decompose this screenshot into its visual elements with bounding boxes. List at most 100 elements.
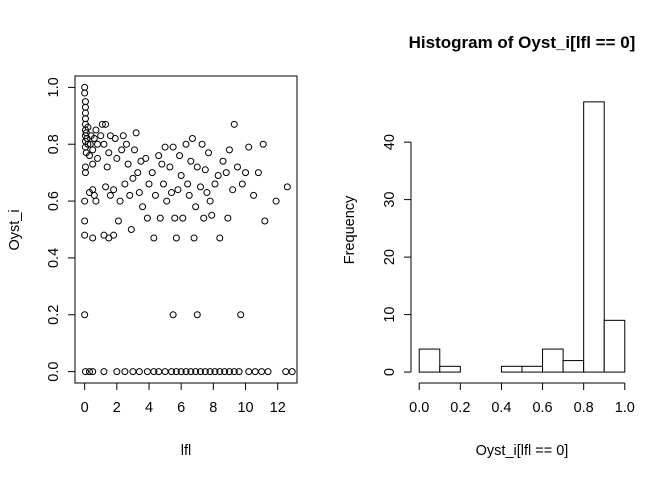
scatter-point [81, 368, 89, 376]
scatter-point [182, 368, 190, 376]
scatter-y-tick-label: 0.2 [46, 305, 62, 325]
histogram-x-axis: 0.0 0.2 0.4 0.6 0.8 1.0 [409, 382, 635, 416]
scatter-point [155, 152, 163, 160]
scatter-point [113, 368, 121, 376]
scatter-point [198, 140, 206, 148]
scatter-point [172, 234, 180, 242]
scatter-point [193, 163, 201, 171]
histogram-x-tick-label: 0.2 [450, 400, 470, 416]
scatter-point [254, 169, 262, 177]
scatter-point [211, 368, 219, 376]
scatter-point [245, 143, 253, 151]
scatter-y-axis-title: Oyst_i [7, 209, 23, 250]
scatter-point [129, 368, 137, 376]
scatter-point [81, 217, 89, 225]
histogram-bars [418, 101, 626, 373]
scatter-x-tick-label: 8 [209, 400, 217, 416]
scatter-point [205, 149, 213, 157]
scatter-point [114, 217, 122, 225]
scatter-point [242, 169, 250, 177]
scatter-point [237, 311, 245, 319]
scatter-point [264, 368, 272, 376]
scatter-point [124, 160, 132, 168]
scatter-point [85, 152, 93, 160]
scatter-point [238, 180, 246, 188]
scatter-point [174, 186, 182, 194]
scatter-point [139, 203, 147, 211]
scatter-point [230, 120, 238, 128]
scatter-point [150, 368, 158, 376]
scatter-point [81, 103, 89, 111]
scatter-point [168, 368, 176, 376]
scatter-x-tick-label: 12 [270, 400, 286, 416]
histogram-bar [542, 348, 564, 373]
scatter-point [216, 234, 224, 242]
scatter-point [132, 129, 140, 137]
scatter-point [89, 146, 97, 154]
scatter-y-tick-label: 1.0 [46, 77, 62, 97]
scatter-point [100, 140, 108, 148]
scatter-point [163, 197, 171, 205]
scatter-point [282, 368, 290, 376]
scatter-point [201, 368, 209, 376]
scatter-point [127, 226, 135, 233]
histogram-x-tick-label: 0.0 [409, 400, 429, 416]
scatter-point [134, 169, 142, 177]
scatter-point [84, 123, 92, 131]
scatter-point [102, 183, 110, 191]
scatter-point [158, 160, 166, 168]
scatter-point [92, 126, 100, 134]
scatter-point [121, 368, 129, 376]
scatter-point [81, 115, 89, 123]
histogram-x-tick-label: 0.8 [574, 400, 594, 416]
histogram-bar [562, 360, 585, 373]
scatter-point [169, 311, 177, 319]
scatter-point [113, 154, 121, 162]
histogram-y-tick-label: 20 [382, 249, 398, 265]
histogram-x-tick-label: 0.6 [532, 400, 552, 416]
histogram-bar [603, 319, 626, 373]
scatter-point [166, 163, 174, 171]
scatter-point [161, 368, 169, 376]
scatter-point [250, 191, 258, 199]
scatter-point [159, 180, 167, 188]
scatter-point [89, 234, 97, 242]
scatter-point [105, 149, 113, 157]
scatter-point [179, 214, 187, 222]
scatter-point [187, 157, 195, 165]
scatter-point [111, 135, 119, 143]
histogram-panel: Histogram of Oyst_i[lfl == 0] 0.0 0.2 0.4 0… [342, 33, 635, 459]
scatter-point [151, 191, 159, 199]
scatter-y-tick-label: 0.6 [46, 191, 62, 211]
histogram-title: Histogram of Oyst_i[lfl == 0] [409, 33, 636, 52]
histogram-bar [500, 365, 523, 373]
scatter-point [225, 368, 233, 376]
scatter-point [156, 214, 164, 222]
histogram-y-axis-title: Frequency [342, 195, 358, 264]
scatter-y-tick-label: 0.8 [46, 134, 62, 154]
scatter-x-tick-label: 0 [81, 400, 89, 416]
scatter-point [171, 214, 179, 222]
scatter-point [177, 171, 185, 179]
scatter-x-tick-label: 10 [237, 400, 253, 416]
scatter-point [235, 368, 243, 376]
scatter-point [110, 186, 118, 194]
scatter-point [85, 368, 93, 376]
scatter-point [272, 197, 280, 205]
scatter-point [169, 143, 177, 151]
scatter-point [90, 135, 98, 143]
scatter-y-tick-label: 0.4 [46, 248, 62, 268]
scatter-point [216, 368, 224, 376]
scatter-point [81, 197, 89, 205]
scatter-point [81, 311, 89, 319]
scatter-x-tick-label: 2 [113, 400, 121, 416]
scatter-point [177, 368, 185, 376]
scatter-point [229, 186, 237, 194]
histogram-x-tick-label: 0.4 [491, 400, 511, 416]
scatter-point [126, 191, 134, 199]
scatter-point [145, 180, 153, 188]
scatter-point [222, 169, 230, 177]
scatter-x-axis: 0 2 4 6 8 10 12 [81, 382, 286, 416]
scatter-point [172, 368, 180, 376]
